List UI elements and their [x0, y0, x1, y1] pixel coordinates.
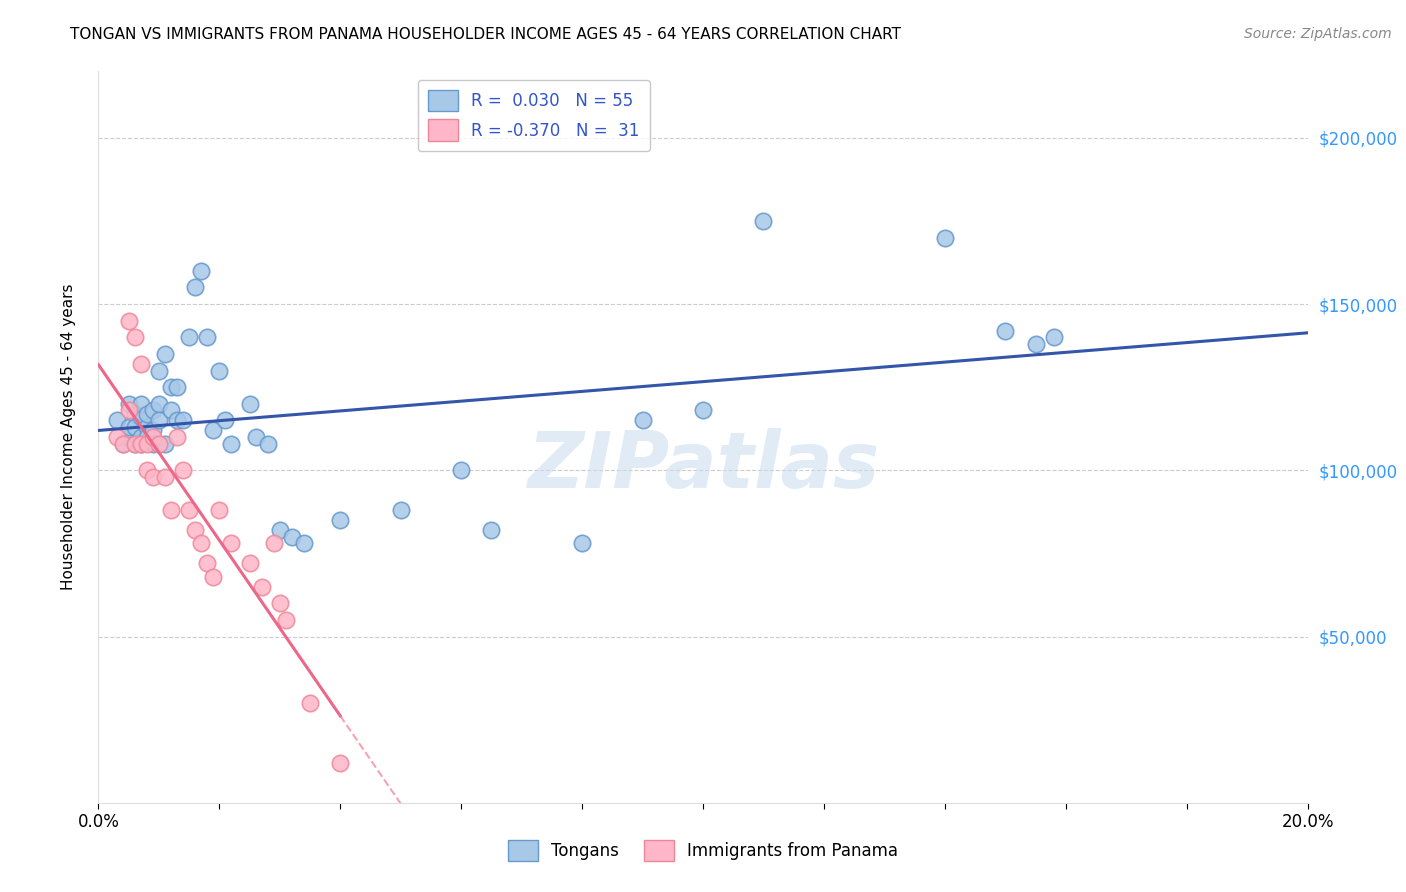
Point [239, 397, 262, 411]
Point [142, 430, 165, 444]
Point [148, 436, 170, 450]
Point [118, 403, 141, 417]
Point [105, 430, 128, 444]
Point [142, 436, 165, 450]
Text: Source: ZipAtlas.com: Source: ZipAtlas.com [1244, 27, 1392, 41]
Point [571, 536, 593, 550]
Point [135, 463, 157, 477]
Point [142, 403, 165, 417]
Point [1042, 330, 1064, 344]
Point [195, 330, 218, 344]
Point [142, 424, 165, 438]
Point [142, 470, 165, 484]
Point [166, 413, 188, 427]
Point [221, 536, 243, 550]
Point [389, 503, 412, 517]
Point [250, 580, 273, 594]
Point [118, 430, 141, 444]
Point [153, 436, 176, 450]
Point [994, 324, 1017, 338]
Text: TONGAN VS IMMIGRANTS FROM PANAMA HOUSEHOLDER INCOME AGES 45 - 64 YEARS CORRELATI: TONGAN VS IMMIGRANTS FROM PANAMA HOUSEHO… [70, 27, 901, 42]
Point [111, 436, 134, 450]
Point [166, 430, 188, 444]
Point [179, 330, 201, 344]
Point [153, 470, 176, 484]
Point [148, 436, 170, 450]
Point [166, 380, 188, 394]
Point [105, 413, 128, 427]
Point [692, 403, 714, 417]
Point [245, 430, 267, 444]
Point [208, 503, 231, 517]
Point [148, 413, 170, 427]
Point [135, 436, 157, 450]
Point [135, 430, 157, 444]
Point [190, 536, 212, 550]
Point [148, 363, 170, 377]
Point [256, 436, 278, 450]
Point [329, 513, 352, 527]
Point [148, 397, 170, 411]
Y-axis label: Householder Income Ages 45 - 64 years: Householder Income Ages 45 - 64 years [62, 284, 76, 591]
Point [299, 696, 322, 710]
Point [118, 314, 141, 328]
Point [124, 436, 146, 450]
Point [160, 503, 183, 517]
Point [631, 413, 654, 427]
Point [752, 214, 775, 228]
Point [481, 523, 503, 537]
Point [208, 363, 231, 377]
Point [184, 523, 207, 537]
Point [135, 420, 157, 434]
Point [190, 264, 212, 278]
Point [129, 410, 152, 425]
Point [111, 436, 134, 450]
Point [221, 436, 243, 450]
Point [129, 430, 152, 444]
Point [118, 397, 141, 411]
Point [172, 463, 194, 477]
Point [160, 403, 183, 417]
Point [160, 380, 183, 394]
Point [129, 397, 152, 411]
Point [202, 424, 225, 438]
Point [184, 280, 207, 294]
Point [124, 420, 146, 434]
Point [274, 613, 297, 627]
Point [202, 570, 225, 584]
Point [129, 436, 152, 450]
Point [153, 347, 176, 361]
Point [124, 407, 146, 421]
Point [263, 536, 285, 550]
Text: ZIPatlas: ZIPatlas [527, 428, 879, 504]
Point [172, 413, 194, 427]
Point [195, 557, 218, 571]
Point [292, 536, 315, 550]
Legend: Tongans, Immigrants from Panama: Tongans, Immigrants from Panama [501, 833, 905, 868]
Point [450, 463, 472, 477]
Point [1024, 337, 1046, 351]
Point [135, 407, 157, 421]
Point [179, 503, 201, 517]
Point [214, 413, 236, 427]
Point [124, 330, 146, 344]
Point [239, 557, 262, 571]
Point [129, 357, 152, 371]
Point [269, 523, 291, 537]
Point [934, 230, 956, 244]
Point [281, 530, 304, 544]
Point [124, 436, 146, 450]
Point [129, 436, 152, 450]
Point [118, 420, 141, 434]
Point [329, 756, 352, 770]
Point [269, 596, 291, 610]
